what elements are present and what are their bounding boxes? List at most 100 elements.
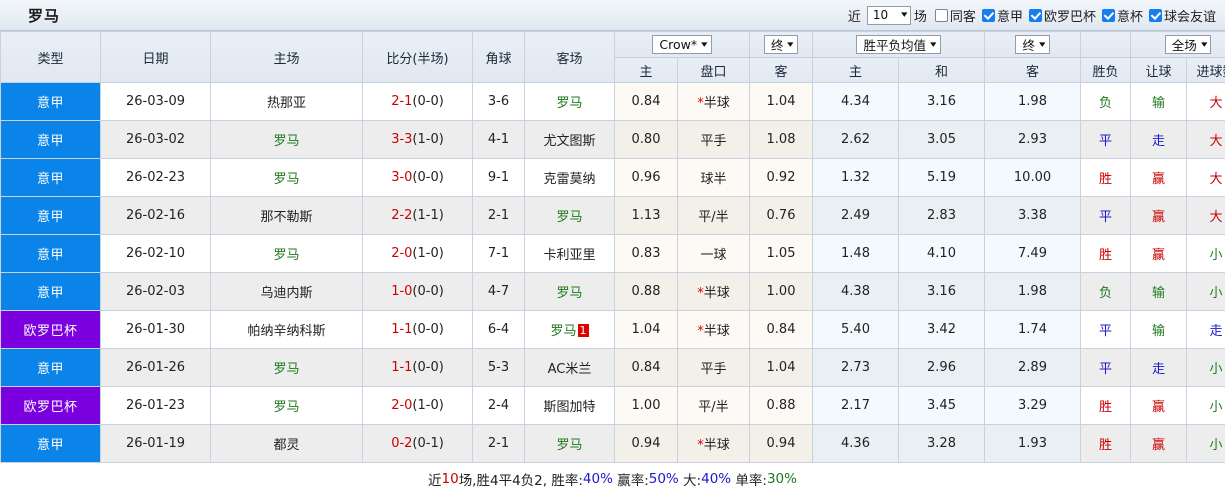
cell-away-team[interactable]: AC米兰 [525,349,615,387]
cell-goals-result: 走 [1187,311,1225,349]
eu-type-select[interactable]: 胜平负均值 ▾ [856,35,940,54]
league-filter-italiancup[interactable]: 意杯 [1097,6,1144,25]
cell-corner: 6-4 [473,311,525,349]
cell-away-team[interactable]: 罗马 [525,425,615,463]
col-result[interactable]: 胜负 [1081,58,1131,83]
col-score[interactable]: 比分(半场) [363,32,473,83]
cell-asia-home-odds: 0.84 [615,349,678,387]
col-asia-away[interactable]: 客 [750,58,813,83]
cell-goals-result: 大 [1187,83,1225,121]
cell-league-type[interactable]: 意甲 [1,83,101,121]
col-date[interactable]: 日期 [101,32,211,83]
cell-league-type[interactable]: 意甲 [1,159,101,197]
col-asia-line[interactable]: 盘口 [678,58,750,83]
league-checkbox-italiancup[interactable] [1102,9,1115,22]
cell-home-team[interactable]: 罗马 [211,349,363,387]
col-eu-draw[interactable]: 和 [899,58,985,83]
col-eu-away[interactable]: 客 [985,58,1081,83]
summary-yinlu-value: 50% [649,471,679,487]
cell-away-team[interactable]: 克雷莫纳 [525,159,615,197]
cell-away-team[interactable]: 罗马 [525,197,615,235]
cell-away-team[interactable]: 斯图加特 [525,387,615,425]
cell-asia-away-odds: 1.04 [750,349,813,387]
league-checkbox-europa[interactable] [1029,9,1042,22]
cell-asia-home-odds: 0.88 [615,273,678,311]
cell-eu-home-odds: 2.73 [813,349,899,387]
cell-corner: 4-7 [473,273,525,311]
cell-home-team[interactable]: 罗马 [211,121,363,159]
col-corner[interactable]: 角球 [473,32,525,83]
same-away-checkbox[interactable] [935,9,948,22]
cell-home-team[interactable]: 罗马 [211,235,363,273]
league-checkbox-friendly[interactable] [1149,9,1162,22]
cell-score: 2-1(0-0) [363,83,473,121]
col-asia-home[interactable]: 主 [615,58,678,83]
cell-asia-away-odds: 0.84 [750,311,813,349]
cell-away-team[interactable]: 尤文图斯 [525,121,615,159]
cell-home-team[interactable]: 乌迪内斯 [211,273,363,311]
cell-league-type[interactable]: 意甲 [1,349,101,387]
cell-home-team[interactable]: 罗马 [211,159,363,197]
col-type[interactable]: 类型 [1,32,101,83]
eu-time-value: 终 [1022,35,1035,54]
cell-away-team[interactable]: 罗马 [525,83,615,121]
asia-company-select-cell: Crow* ▾ [615,32,750,58]
cell-away-team[interactable]: 罗马 [525,273,615,311]
cell-handicap-result: 赢 [1131,425,1187,463]
col-handicap[interactable]: 让球 [1131,58,1187,83]
cell-eu-home-odds: 5.40 [813,311,899,349]
cell-result: 胜 [1081,387,1131,425]
league-filter-europa[interactable]: 欧罗巴杯 [1024,6,1097,25]
cell-home-team[interactable]: 那不勒斯 [211,197,363,235]
cell-away-team[interactable]: 卡利亚里 [525,235,615,273]
asia-company-select[interactable]: Crow* ▾ [652,35,711,54]
same-away-filter[interactable]: 同客 [930,6,977,25]
league-checkbox-seriea[interactable] [982,9,995,22]
asia-time-select[interactable]: 终 ▾ [764,35,798,54]
col-eu-home[interactable]: 主 [813,58,899,83]
cell-home-team[interactable]: 帕纳辛纳科斯 [211,311,363,349]
col-away[interactable]: 客场 [525,32,615,83]
eu-time-select[interactable]: 终 ▾ [1015,35,1049,54]
scope-select[interactable]: 全场 ▾ [1165,35,1212,54]
summary-win-rate: 40% [583,471,613,487]
match-count-select[interactable]: 10 ▾ [867,6,911,25]
cell-eu-draw-odds: 2.83 [899,197,985,235]
cell-asia-away-odds: 1.00 [750,273,813,311]
cell-league-type[interactable]: 意甲 [1,121,101,159]
league-filter-friendly[interactable]: 球会友谊 [1144,6,1217,25]
cell-league-type[interactable]: 欧罗巴杯 [1,387,101,425]
cell-league-type[interactable]: 意甲 [1,273,101,311]
cell-asia-away-odds: 0.88 [750,387,813,425]
cell-league-type[interactable]: 意甲 [1,425,101,463]
cell-handicap-result: 赢 [1131,197,1187,235]
cell-eu-home-odds: 2.17 [813,387,899,425]
cell-home-team[interactable]: 热那亚 [211,83,363,121]
cell-asia-away-odds: 0.76 [750,197,813,235]
col-goals[interactable]: 进球数 [1187,58,1225,83]
cell-asia-home-odds: 0.96 [615,159,678,197]
cell-result: 胜 [1081,159,1131,197]
col-home[interactable]: 主场 [211,32,363,83]
cell-league-type[interactable]: 欧罗巴杯 [1,311,101,349]
summary-big-label: 大: [679,469,701,489]
league-filter-seriea[interactable]: 意甲 [977,6,1024,25]
cell-league-type[interactable]: 意甲 [1,235,101,273]
cell-home-team[interactable]: 罗马 [211,387,363,425]
cell-league-type[interactable]: 意甲 [1,197,101,235]
cell-eu-draw-odds: 3.16 [899,83,985,121]
cell-score: 2-0(1-0) [363,235,473,273]
cell-home-team[interactable]: 都灵 [211,425,363,463]
